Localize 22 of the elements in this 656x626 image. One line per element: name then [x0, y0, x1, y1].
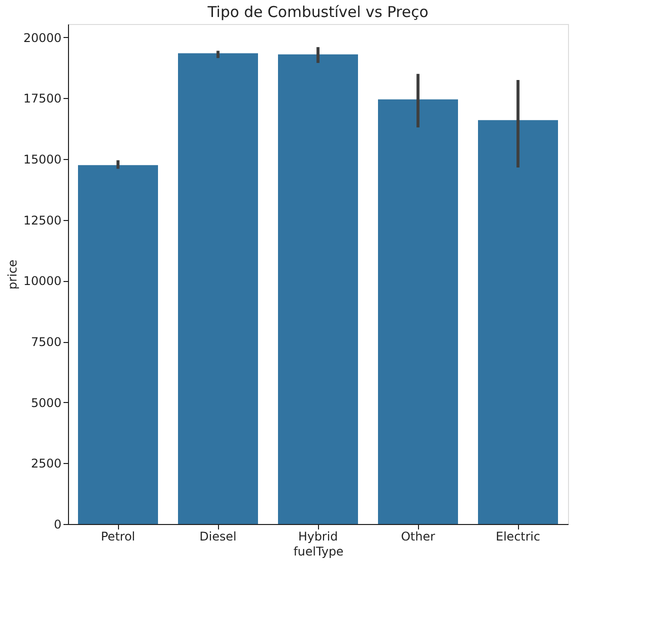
y-tick-label: 0 [54, 518, 62, 532]
bar [278, 54, 358, 524]
bar [78, 165, 158, 524]
y-tick-label: 2500 [30, 456, 62, 471]
x-axis-title: fuelType [293, 544, 344, 558]
x-tick-label: Other [400, 530, 436, 544]
bar [378, 99, 458, 524]
y-tick-label: 12500 [23, 213, 62, 228]
x-tick-label: Electric [496, 530, 540, 544]
y-axis-title: price [5, 260, 20, 290]
y-tick-label: 15000 [23, 152, 62, 167]
bar [478, 120, 558, 524]
x-tick-label: Diesel [200, 530, 236, 544]
y-tick-label: 5000 [30, 396, 62, 410]
y-tick-label: 20000 [23, 30, 62, 45]
x-tick-label: Hybrid [298, 530, 338, 544]
bar [178, 53, 258, 524]
y-tick-label: 17500 [23, 92, 62, 106]
y-tick-label: 7500 [30, 335, 62, 350]
x-tick-label: Petrol [100, 530, 136, 544]
y-tick-label: 10000 [23, 274, 62, 288]
chart-title: Tipo de Combustível vs Preço [206, 3, 428, 21]
